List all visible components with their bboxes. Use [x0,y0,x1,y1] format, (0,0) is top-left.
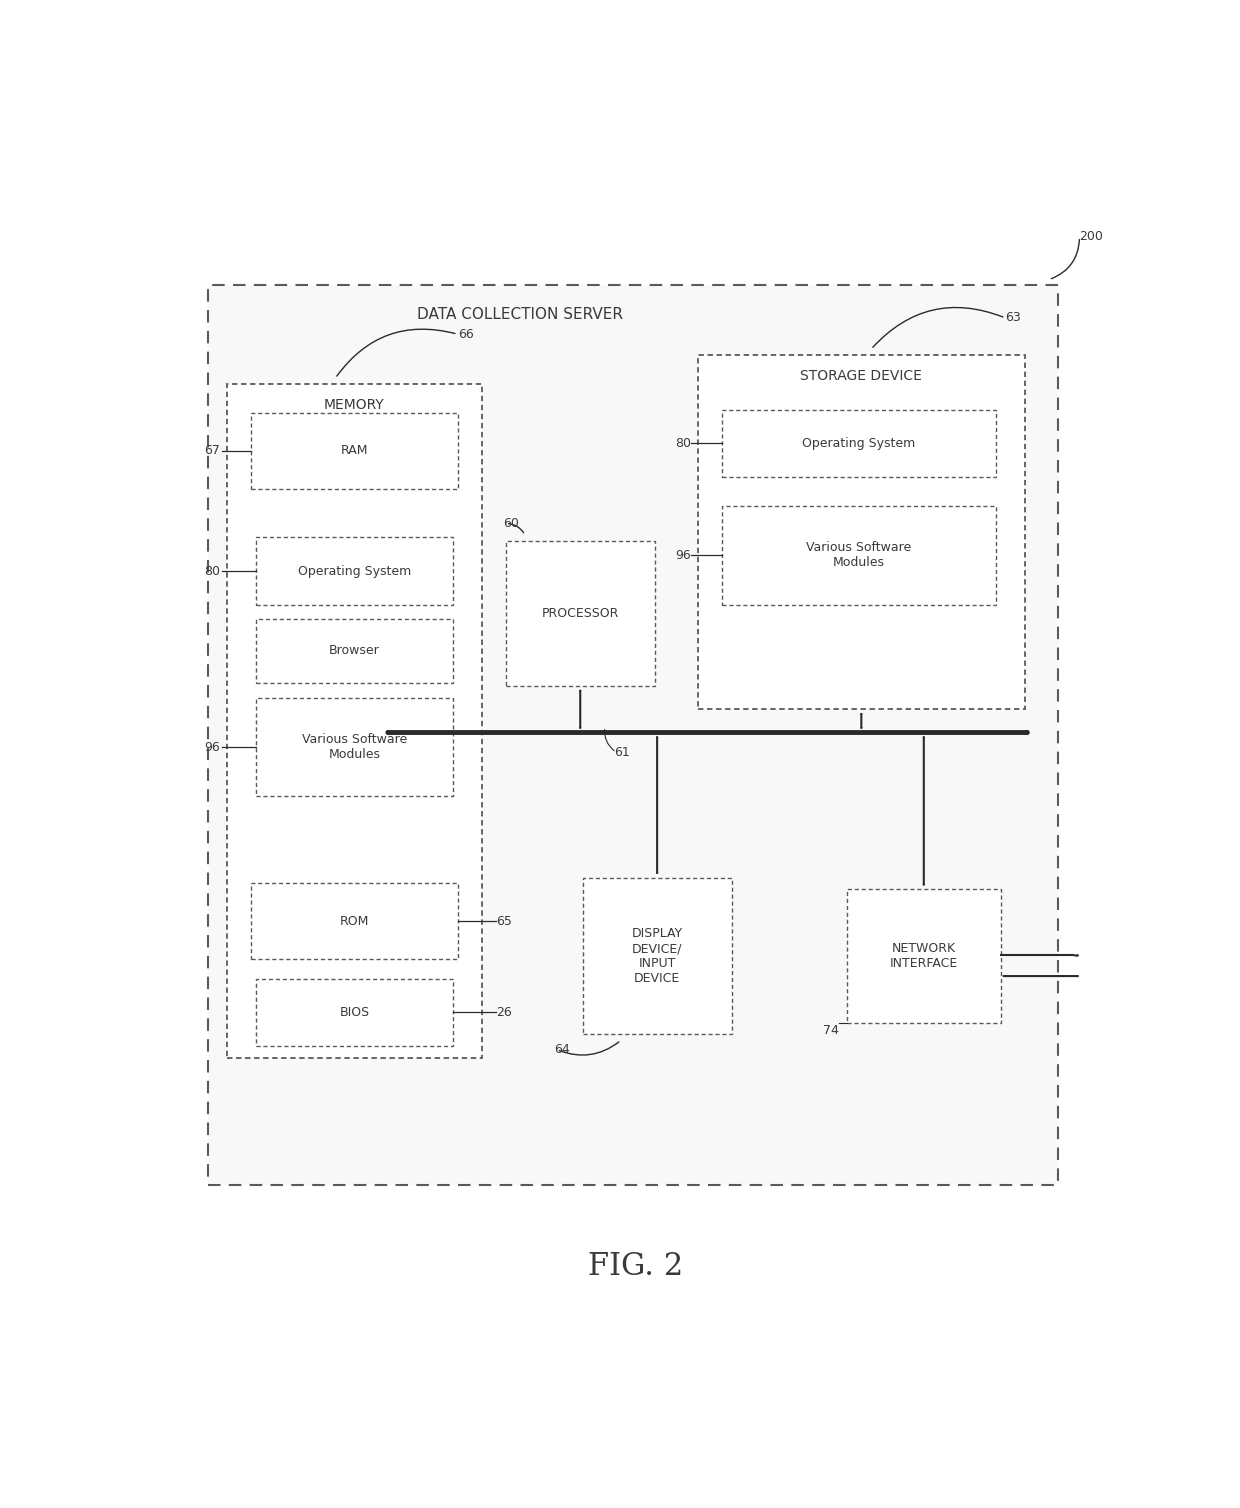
Text: 80: 80 [676,437,691,449]
Bar [208,285,1058,1185]
Text: ROM: ROM [340,915,370,927]
Bar [722,507,996,605]
Bar [255,537,453,605]
Text: Operating System: Operating System [802,437,915,449]
Text: NETWORK
INTERFACE: NETWORK INTERFACE [889,942,959,970]
Text: FIG. 2: FIG. 2 [588,1252,683,1282]
Bar [583,878,732,1034]
Text: 26: 26 [496,1006,512,1019]
Text: 96: 96 [676,549,691,562]
Text: 74: 74 [823,1024,839,1038]
Bar [255,698,453,796]
Bar [250,413,458,489]
Bar [255,618,453,683]
Text: BIOS: BIOS [340,1006,370,1019]
Text: 200: 200 [1080,231,1104,243]
Bar [847,890,1001,1022]
Text: 63: 63 [1006,312,1022,324]
Text: 65: 65 [496,915,512,927]
Text: PROCESSOR: PROCESSOR [542,608,619,620]
Text: 64: 64 [554,1044,569,1056]
Text: STORAGE DEVICE: STORAGE DEVICE [800,369,923,383]
Text: 60: 60 [503,517,518,529]
Text: DISPLAY
DEVICE/
INPUT
DEVICE: DISPLAY DEVICE/ INPUT DEVICE [631,927,683,985]
Text: 61: 61 [614,746,630,759]
Text: 96: 96 [205,740,221,754]
Bar [250,884,458,959]
Text: Browser: Browser [329,644,379,657]
Text: Various Software
Modules: Various Software Modules [806,541,911,570]
Text: Operating System: Operating System [298,564,410,578]
Bar [698,354,1024,709]
Text: 80: 80 [205,564,221,578]
Bar [255,979,453,1047]
Text: RAM: RAM [341,445,368,457]
Bar [722,410,996,477]
Text: DATA COLLECTION SERVER: DATA COLLECTION SERVER [417,308,624,323]
Text: 67: 67 [205,445,221,457]
Text: 66: 66 [458,327,474,341]
Bar [506,541,655,686]
Text: Various Software
Modules: Various Software Modules [301,733,407,762]
Text: MEMORY: MEMORY [324,398,384,412]
Bar [227,385,481,1057]
